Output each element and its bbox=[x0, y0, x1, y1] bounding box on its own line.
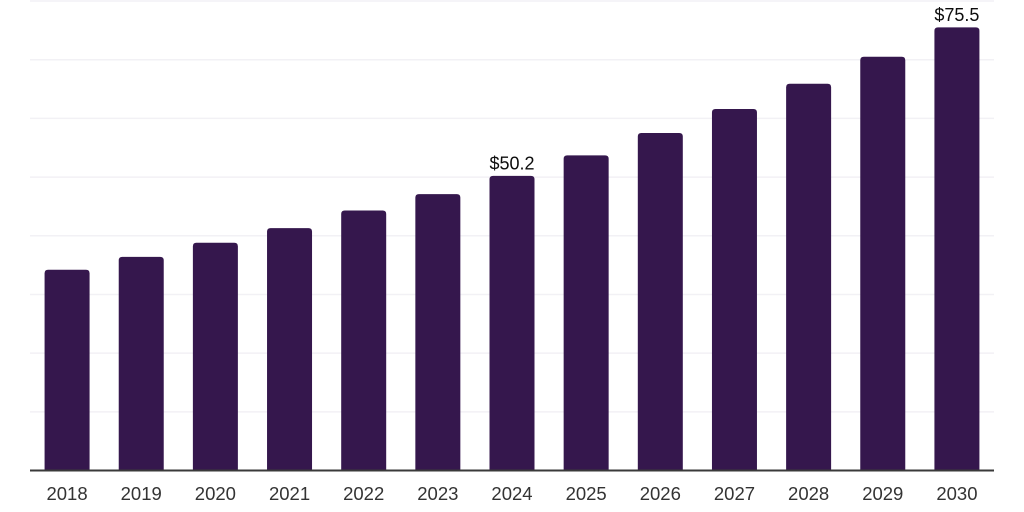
x-tick-2030: 2030 bbox=[936, 483, 977, 504]
bar-2024 bbox=[489, 175, 535, 471]
x-tick-2025: 2025 bbox=[566, 483, 607, 504]
x-tick-2021: 2021 bbox=[269, 483, 310, 504]
x-tick-2023: 2023 bbox=[417, 483, 458, 504]
bar-2029 bbox=[860, 56, 906, 471]
bar-2020 bbox=[192, 242, 238, 471]
bar-2027 bbox=[711, 108, 757, 471]
bar-2030 bbox=[934, 27, 980, 471]
x-tick-2022: 2022 bbox=[343, 483, 384, 504]
data-label-2024: $50.2 bbox=[489, 153, 534, 173]
x-tick-2027: 2027 bbox=[714, 483, 755, 504]
x-tick-2019: 2019 bbox=[121, 483, 162, 504]
bar-series bbox=[44, 27, 980, 471]
data-labels: $50.2 $75.5 bbox=[489, 5, 979, 173]
x-tick-2029: 2029 bbox=[862, 483, 903, 504]
x-tick-2020: 2020 bbox=[195, 483, 236, 504]
x-axis-tick-labels: 2018 2019 2020 2021 2022 2023 2024 2025 2026 2027… bbox=[46, 483, 977, 504]
x-tick-2026: 2026 bbox=[640, 483, 681, 504]
bar-2021 bbox=[267, 228, 313, 471]
x-tick-2028: 2028 bbox=[788, 483, 829, 504]
bar-2018 bbox=[44, 269, 90, 471]
bar-2028 bbox=[786, 83, 832, 471]
bar-2022 bbox=[341, 210, 387, 471]
bar-2026 bbox=[637, 133, 683, 471]
x-tick-2024: 2024 bbox=[491, 483, 532, 504]
bar-2023 bbox=[415, 194, 461, 471]
data-label-2030: $75.5 bbox=[934, 5, 979, 25]
bar-2019 bbox=[118, 256, 164, 471]
x-tick-2018: 2018 bbox=[46, 483, 87, 504]
bar-2025 bbox=[563, 155, 609, 471]
